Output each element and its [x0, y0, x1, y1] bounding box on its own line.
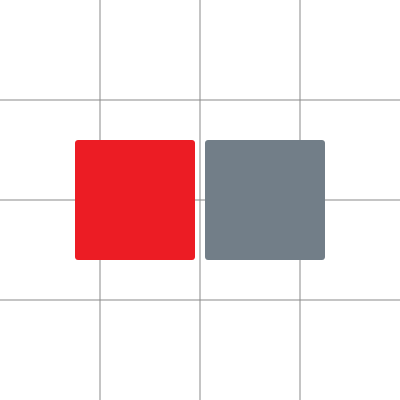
gray-tile[interactable] — [205, 140, 325, 260]
red-tile[interactable] — [75, 140, 195, 260]
